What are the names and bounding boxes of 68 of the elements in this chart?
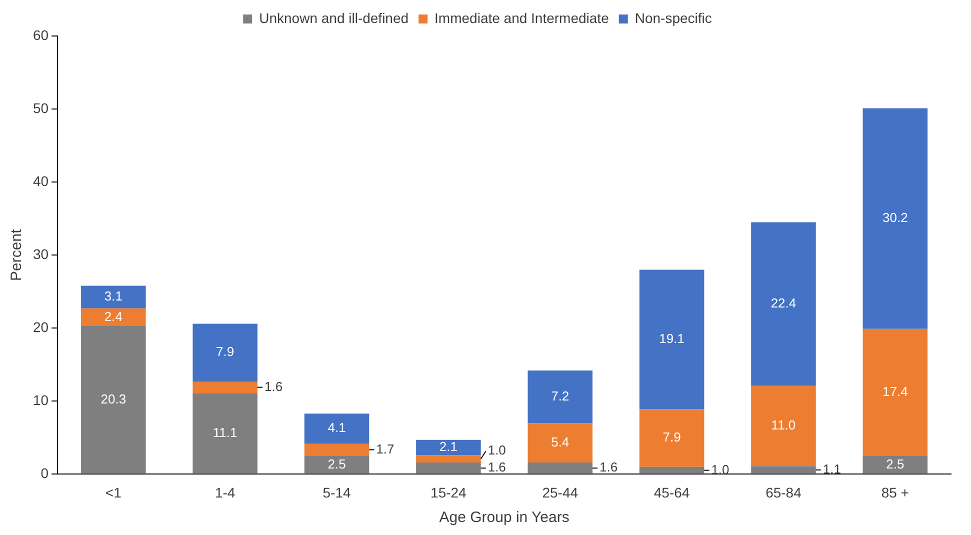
bar: [751, 386, 816, 466]
legend-label: Non-specific: [634, 10, 712, 26]
bar: [416, 462, 481, 474]
x-tick-label: 45-64: [654, 484, 690, 500]
data-label: 11.0: [771, 418, 796, 433]
data-label: 19.1: [659, 331, 684, 346]
bar: [192, 381, 258, 394]
x-tick-label: 5-14: [322, 484, 351, 500]
data-label: 1.6: [488, 460, 506, 475]
bar: [304, 414, 370, 444]
data-label: 17.4: [882, 384, 908, 399]
bar: [416, 440, 481, 456]
bar: [304, 444, 370, 456]
data-label: 30.2: [882, 210, 908, 226]
bar: [862, 108, 928, 329]
y-tick-label: 30: [32, 246, 49, 262]
bar: [81, 286, 146, 308]
bar: [862, 456, 928, 474]
bar: [192, 324, 258, 382]
bar: [416, 455, 481, 463]
y-tick-label: 20: [32, 318, 49, 335]
bar: [639, 466, 704, 474]
data-label: 2.1: [439, 439, 458, 454]
data-label: 11.1: [212, 424, 238, 440]
bar: [639, 270, 704, 410]
x-tick-label: 25-44: [542, 484, 578, 500]
x-tick-label: 65-84: [766, 484, 802, 500]
data-label: 2.5: [328, 456, 346, 472]
data-label: 22.4: [770, 296, 796, 311]
bar: [751, 222, 816, 386]
bar: [639, 409, 704, 467]
data-label: 1.1: [822, 462, 841, 477]
legend-label: Immediate and Intermediate: [434, 10, 610, 26]
y-tick-label: 10: [32, 392, 49, 408]
data-label: 5.4: [551, 434, 570, 450]
bar: [528, 370, 593, 424]
x-axis-title: Age Group in Years: [439, 509, 570, 526]
data-label: 1.0: [488, 442, 506, 458]
data-label: 2.4: [104, 308, 122, 324]
bar: [751, 466, 816, 474]
y-tick-label: 60: [32, 26, 49, 43]
bar: [81, 308, 146, 326]
legend-label: Unknown and ill-defined: [259, 10, 409, 26]
y-axis-title: Percent: [8, 228, 26, 281]
bar: [304, 456, 370, 474]
data-label: 4.1: [328, 420, 346, 436]
y-tick-label: 0: [40, 465, 49, 482]
bar: [862, 328, 928, 456]
bar: [81, 326, 146, 474]
x-tick-label: 15-24: [430, 484, 467, 500]
data-label: 20.3: [100, 391, 126, 406]
bar: [528, 462, 593, 474]
data-label: 2.5: [886, 456, 904, 472]
data-label: 1.0: [711, 462, 730, 477]
data-label: 1.6: [600, 460, 618, 475]
bar: [192, 393, 258, 474]
data-label: 7.9: [662, 430, 681, 445]
bar: [528, 423, 593, 463]
data-label: 3.1: [104, 288, 122, 304]
data-label: 7.9: [216, 344, 234, 360]
y-tick-label: 40: [32, 172, 49, 189]
x-tick-label: 1-4: [214, 484, 236, 500]
x-tick-label: 85 +: [881, 484, 909, 500]
data-label: 7.2: [551, 388, 570, 404]
data-label: 1.7: [376, 441, 394, 456]
data-label: 1.6: [264, 378, 283, 394]
y-tick-label: 50: [32, 100, 49, 116]
x-tick-label: <1: [105, 484, 122, 500]
